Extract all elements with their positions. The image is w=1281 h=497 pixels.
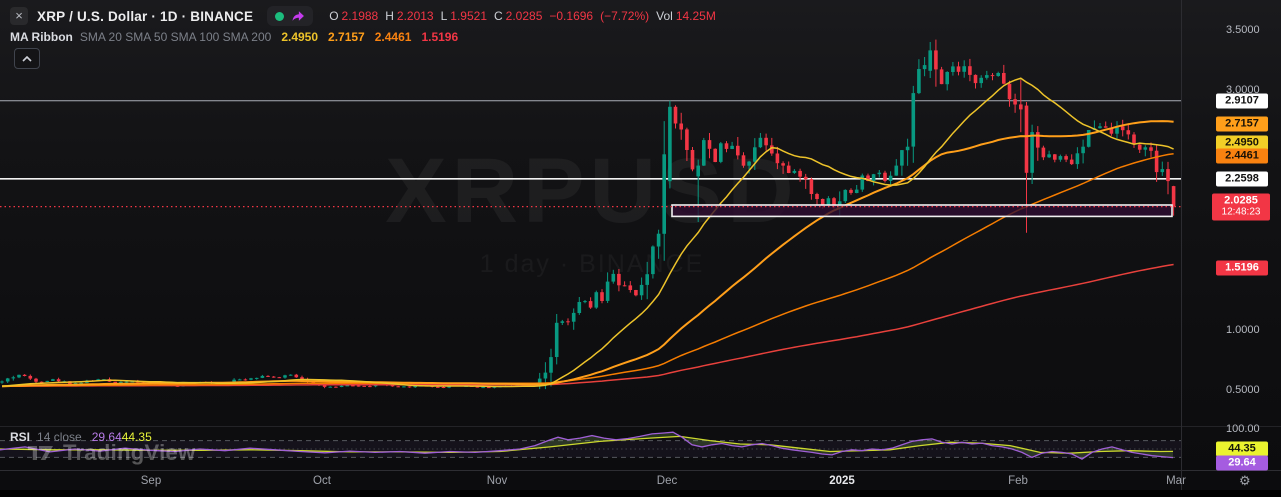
price-tick-label: 3.0000	[1226, 84, 1260, 96]
ma-ribbon-legend[interactable]: MA Ribbon SMA 20 SMA 50 SMA 100 SMA 200 …	[10, 30, 468, 44]
sma100-badge: 2.4461	[1216, 148, 1268, 164]
rsi-ma-line[interactable]	[0, 435, 1174, 454]
high-label: H	[385, 9, 394, 23]
volume-label: Vol	[656, 9, 673, 23]
countdown-timer: 12:48:23	[1221, 206, 1261, 218]
open-label: O	[329, 9, 339, 23]
open-value: 2.1988	[341, 9, 379, 23]
level-high-badge: 2.9107	[1216, 93, 1268, 109]
symbol-legend-row: × XRP / U.S. Dollar · 1D · BINANCE O 2.1…	[10, 6, 716, 26]
sma20-value: 2.4950	[281, 30, 319, 44]
time-tick-label-Oct: Oct	[313, 475, 331, 487]
market-status-pill[interactable]	[267, 6, 314, 26]
sma200-line[interactable]	[1, 263, 1174, 388]
market-open-dot-icon	[275, 11, 285, 21]
price-tick-label: 0.5000	[1226, 384, 1260, 396]
close-label: C	[494, 9, 503, 23]
sma100-line[interactable]	[1, 153, 1174, 388]
rsi-line[interactable]	[0, 431, 1174, 460]
low-value: 1.9521	[450, 9, 487, 23]
change-value: −0.1696	[549, 9, 594, 23]
sma50-badge: 2.7157	[1216, 116, 1268, 132]
support-zone-box[interactable]	[671, 204, 1173, 218]
time-scale[interactable]: Sep Oct Nov Dec 2025 Feb Mar	[0, 471, 1281, 490]
sma50-value: 2.7157	[328, 30, 365, 44]
chart-watermark-sub: 1 day · BINANCE	[480, 250, 705, 278]
window-bottom-edge	[0, 490, 1281, 497]
change-percent: (−7.72%)	[600, 9, 650, 23]
level-support-badge: 2.2598	[1216, 171, 1268, 187]
symbol-title[interactable]: XRP / U.S. Dollar · 1D · BINANCE	[37, 8, 254, 24]
chevron-up-icon	[22, 55, 32, 62]
time-tick-label-2025: 2025	[829, 475, 855, 487]
time-tick-label-Mar: Mar	[1166, 475, 1186, 487]
close-value: 2.0285	[505, 9, 543, 23]
ma-ribbon-title: MA Ribbon	[10, 30, 73, 44]
price-tick-label: 100.00	[1226, 423, 1260, 435]
sma200-value: 1.5196	[421, 30, 459, 44]
high-value: 2.2013	[396, 9, 434, 23]
time-tick-label-Dec: Dec	[656, 475, 678, 487]
sma20-line[interactable]	[1, 77, 1174, 388]
rsi-value-badge: 29.64	[1216, 455, 1268, 471]
settings-gear-icon[interactable]: ⚙	[1239, 473, 1251, 488]
volume-value: 14.25M	[675, 9, 716, 23]
rsi-params: 14 close	[37, 430, 82, 444]
last-price-badge: 2.0285 12:48:23	[1212, 193, 1270, 221]
rsi-legend-row[interactable]: RSI 14 close 29.64 44.35	[10, 430, 152, 444]
price-tick-label: 1.0000	[1226, 324, 1260, 336]
candlestick-series	[0, 39, 1176, 390]
sma200-badge: 1.5196	[1216, 260, 1268, 276]
low-label: L	[440, 9, 448, 23]
price-scale[interactable]: 3.5000 3.0000 1.0000 0.5000 100.00 2.9107 2.71…	[1181, 0, 1281, 490]
rsi-title: RSI	[10, 430, 31, 444]
close-icon[interactable]: ×	[10, 7, 28, 25]
collapse-legend-button[interactable]	[14, 48, 40, 69]
time-tick-label-Sep: Sep	[140, 475, 162, 487]
ma-ribbon-params: SMA 20 SMA 50 SMA 100 SMA 200	[79, 30, 272, 44]
time-tick-label-Nov: Nov	[486, 475, 508, 487]
minds-share-icon[interactable]	[291, 9, 305, 23]
rsi-ma-value: 44.35	[121, 430, 152, 444]
price-tick-label: 3.5000	[1226, 24, 1260, 36]
sma20-badge: 2.4950	[1216, 135, 1268, 151]
chart-watermark: XRPUSD	[385, 140, 798, 242]
tradingview-watermark-logo[interactable]: TradingView	[26, 440, 196, 466]
time-tick-label-Feb: Feb	[1008, 475, 1028, 487]
rsi-ma-diff-fill	[0, 432, 1173, 460]
rsi-value: 29.64	[91, 430, 122, 444]
sma100-value: 2.4461	[374, 30, 412, 44]
tradingview-logo-icon	[28, 446, 53, 460]
rsi-ma-badge: 44.35	[1216, 441, 1268, 457]
tradingview-logo-text: TradingView	[63, 440, 196, 465]
ohlc-values: O 2.1988 H 2.2013 L 1.9521 C 2.0285 −0.1…	[329, 9, 716, 23]
